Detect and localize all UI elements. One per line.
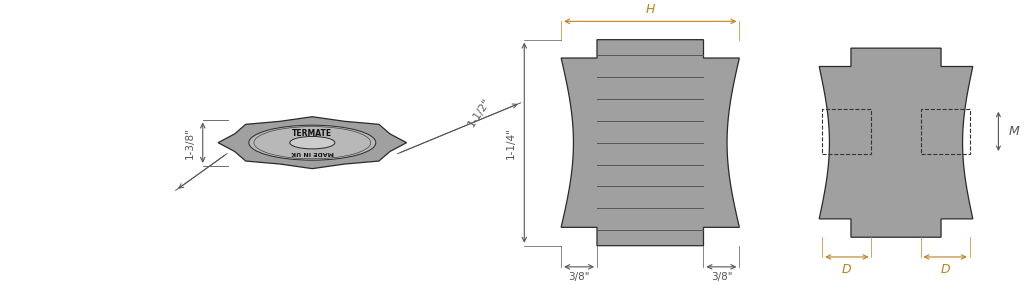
Text: H: H (645, 3, 655, 16)
Polygon shape (561, 40, 739, 246)
Text: D: D (940, 262, 950, 276)
Text: D: D (842, 262, 852, 276)
Bar (822, 109, 871, 154)
Text: MADE IN UK: MADE IN UK (291, 150, 334, 155)
Polygon shape (218, 117, 407, 169)
Text: 1-1/4": 1-1/4" (506, 127, 516, 159)
Bar (921, 109, 970, 154)
Text: 3/8": 3/8" (711, 272, 732, 282)
Circle shape (249, 125, 376, 160)
Text: 1-1/2": 1-1/2" (466, 96, 493, 128)
Text: M: M (1009, 125, 1019, 138)
Text: TERMATE: TERMATE (292, 129, 333, 138)
Text: 1-3/8": 1-3/8" (184, 127, 195, 159)
Text: 3/8": 3/8" (568, 272, 590, 282)
Polygon shape (819, 48, 973, 237)
Circle shape (254, 127, 371, 159)
Circle shape (290, 137, 335, 149)
